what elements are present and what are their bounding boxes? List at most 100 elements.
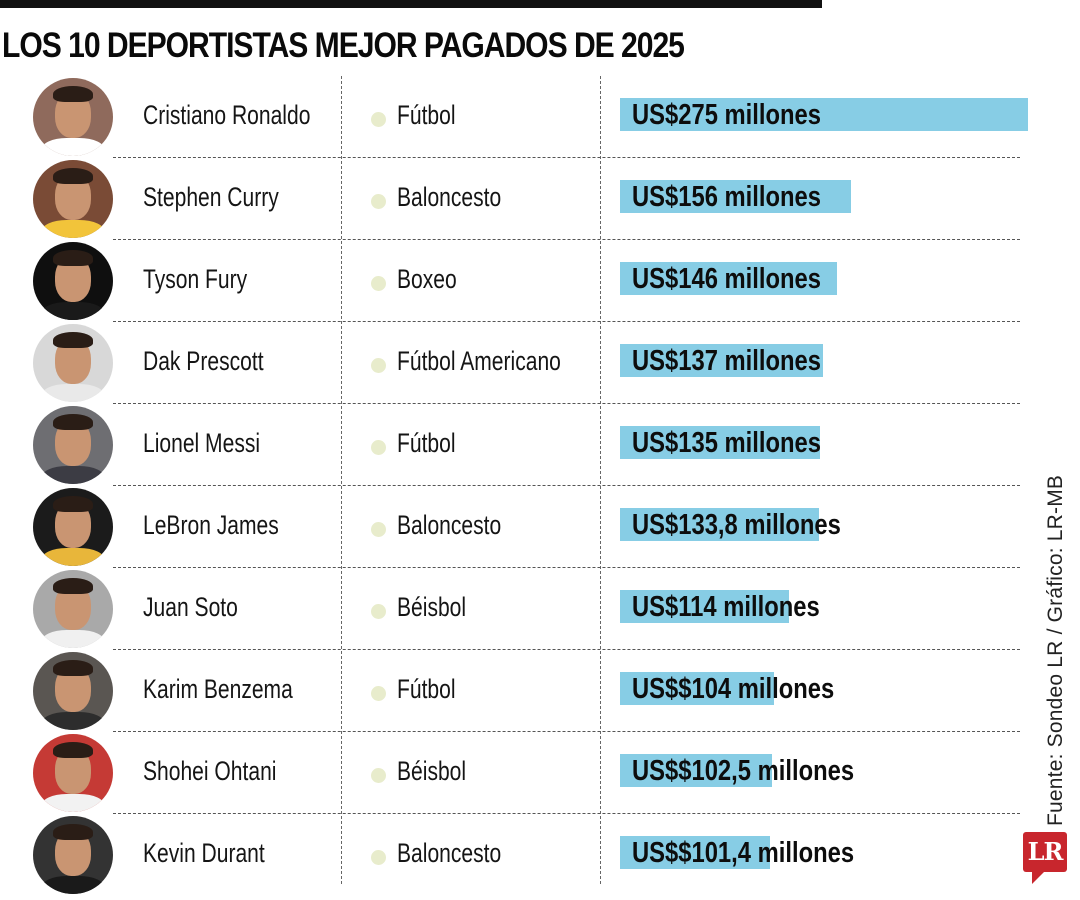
athlete-name: Karim Benzema	[143, 674, 293, 704]
row-divider	[113, 321, 1020, 322]
athlete-sport: Fútbol	[397, 100, 456, 130]
earnings-label: US$$102,5 millones	[632, 755, 855, 787]
earnings-bar	[620, 754, 772, 787]
athlete-row: Juan Soto Béisbol US$114 millones	[0, 568, 1030, 650]
sport-bullet-icon	[371, 276, 386, 291]
athlete-avatar	[33, 242, 113, 320]
athlete-sport: Béisbol	[397, 592, 467, 622]
avatar-shirt	[41, 466, 105, 484]
athlete-sport: Baloncesto	[397, 838, 502, 868]
lr-logo: LR	[1023, 832, 1067, 884]
row-divider	[113, 649, 1020, 650]
athlete-row: Cristiano Ronaldo Fútbol US$275 millones	[0, 76, 1030, 158]
avatar-hair	[53, 496, 93, 512]
athlete-sport: Baloncesto	[397, 510, 502, 540]
athlete-name: Tyson Fury	[143, 264, 248, 294]
athlete-avatar	[33, 324, 113, 402]
earnings-bar	[620, 426, 820, 459]
athlete-sport: Fútbol	[397, 674, 456, 704]
earnings-label: US$135 millones	[632, 427, 822, 459]
athlete-name: Stephen Curry	[143, 182, 279, 212]
avatar-shirt	[41, 302, 105, 320]
sport-bullet-icon	[371, 522, 386, 537]
athlete-row: LeBron James Baloncesto US$133,8 millones	[0, 486, 1030, 568]
earnings-bar	[620, 672, 774, 705]
row-divider	[113, 567, 1020, 568]
chart-title: LOS 10 DEPORTISTAS MEJOR PAGADOS DE 2025	[2, 26, 685, 65]
earnings-label: US$146 millones	[632, 263, 822, 295]
athlete-avatar	[33, 160, 113, 238]
sport-bullet-icon	[371, 440, 386, 455]
athlete-sport: Fútbol Americano	[397, 346, 561, 376]
athlete-name: Kevin Durant	[143, 838, 265, 868]
sport-bullet-icon	[371, 194, 386, 209]
athlete-avatar	[33, 78, 113, 156]
row-divider	[113, 239, 1020, 240]
avatar-shirt	[41, 220, 105, 238]
athlete-row: Shohei Ohtani Béisbol US$$102,5 millones	[0, 732, 1030, 814]
athlete-avatar	[33, 652, 113, 730]
athlete-row: Dak Prescott Fútbol Americano US$137 millo…	[0, 322, 1030, 404]
avatar-shirt	[41, 794, 105, 812]
athlete-name: Shohei Ohtani	[143, 756, 277, 786]
earnings-label: US$114 millones	[632, 591, 820, 623]
athlete-row: Kevin Durant Baloncesto US$$101,4 millones	[0, 814, 1030, 896]
athlete-name: LeBron James	[143, 510, 279, 540]
source-credit: Fuente: Sondeo LR / Gráfico: LR-MB	[1044, 474, 1067, 826]
sport-bullet-icon	[371, 358, 386, 373]
column-divider-amount	[600, 76, 601, 884]
avatar-hair	[53, 250, 93, 266]
earnings-bar	[620, 98, 1028, 131]
athlete-avatar	[33, 570, 113, 648]
earnings-bar	[620, 590, 789, 623]
logo-text: LR	[1027, 837, 1064, 866]
avatar-shirt	[41, 876, 105, 894]
ranking-list: Cristiano Ronaldo Fútbol US$275 millones St…	[0, 76, 1030, 896]
avatar-hair	[53, 168, 93, 184]
athlete-name: Lionel Messi	[143, 428, 261, 458]
athlete-sport: Fútbol	[397, 428, 456, 458]
athlete-row: Karim Benzema Fútbol US$$104 millones	[0, 650, 1030, 732]
avatar-shirt	[41, 630, 105, 648]
top-rule	[0, 0, 822, 8]
earnings-label: US$137 millones	[632, 345, 822, 377]
row-divider	[113, 731, 1020, 732]
avatar-hair	[53, 414, 93, 430]
sport-bullet-icon	[371, 768, 386, 783]
athlete-avatar	[33, 734, 113, 812]
athlete-row: Tyson Fury Boxeo US$146 millones	[0, 240, 1030, 322]
athlete-name: Dak Prescott	[143, 346, 264, 376]
avatar-hair	[53, 332, 93, 348]
earnings-label: US$133,8 millones	[632, 509, 841, 541]
earnings-bar	[620, 344, 823, 377]
avatar-shirt	[41, 712, 105, 730]
earnings-bar	[620, 836, 770, 869]
sport-bullet-icon	[371, 686, 386, 701]
athlete-row: Lionel Messi Fútbol US$135 millones	[0, 404, 1030, 486]
column-divider-sport	[341, 76, 342, 884]
sport-bullet-icon	[371, 112, 386, 127]
athlete-row: Stephen Curry Baloncesto US$156 millones	[0, 158, 1030, 240]
avatar-hair	[53, 742, 93, 758]
earnings-label: US$156 millones	[632, 181, 822, 213]
athlete-name: Juan Soto	[143, 592, 238, 622]
earnings-label: US$275 millones	[632, 99, 822, 131]
avatar-hair	[53, 660, 93, 676]
avatar-shirt	[41, 548, 105, 566]
athlete-avatar	[33, 816, 113, 894]
avatar-hair	[53, 824, 93, 840]
avatar-hair	[53, 86, 93, 102]
earnings-label: US$$101,4 millones	[632, 837, 855, 869]
earnings-bar	[620, 180, 851, 213]
athlete-sport: Baloncesto	[397, 182, 502, 212]
row-divider	[113, 813, 1020, 814]
earnings-bar	[620, 262, 837, 295]
avatar-shirt	[41, 384, 105, 402]
earnings-label: US$$104 millones	[632, 673, 835, 705]
athlete-name: Cristiano Ronaldo	[143, 100, 311, 130]
sport-bullet-icon	[371, 604, 386, 619]
avatar-hair	[53, 578, 93, 594]
earnings-bar	[620, 508, 819, 541]
row-divider	[113, 485, 1020, 486]
avatar-shirt	[41, 138, 105, 156]
